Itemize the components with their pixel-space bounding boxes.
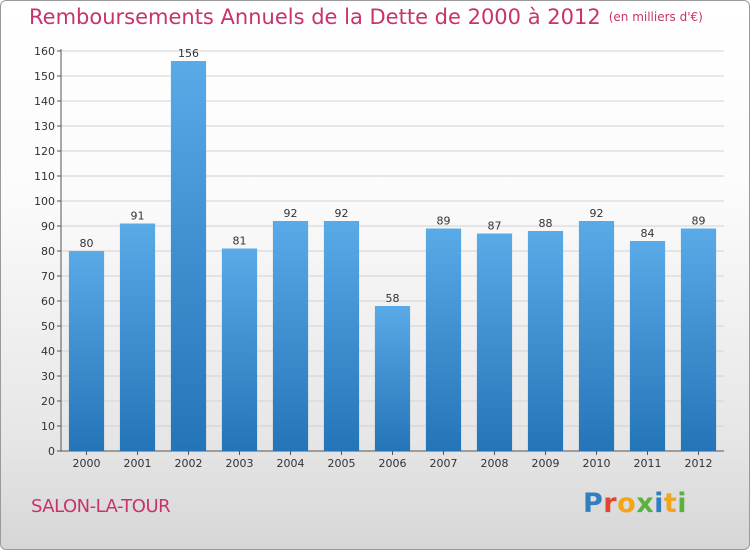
bar bbox=[323, 221, 360, 451]
logo-letter: t bbox=[663, 488, 678, 519]
bar bbox=[578, 221, 615, 451]
y-tick-label: 130 bbox=[34, 120, 55, 133]
bar bbox=[119, 223, 156, 451]
x-tick-label: 2002 bbox=[175, 457, 203, 470]
y-tick-label: 110 bbox=[34, 170, 55, 183]
bar bbox=[476, 233, 513, 451]
data-label: 88 bbox=[539, 217, 553, 230]
data-label: 92 bbox=[284, 207, 298, 220]
data-label: 58 bbox=[386, 292, 400, 305]
data-label: 84 bbox=[641, 227, 655, 240]
logo-letter: i bbox=[654, 488, 664, 519]
data-label: 92 bbox=[590, 207, 604, 220]
x-tick-label: 2003 bbox=[226, 457, 254, 470]
y-tick-label: 90 bbox=[41, 220, 55, 233]
y-tick-label: 120 bbox=[34, 145, 55, 158]
data-label: 80 bbox=[80, 237, 94, 250]
chart-title-text: Remboursements Annuels de la Dette de 20… bbox=[29, 5, 601, 29]
x-tick-label: 2000 bbox=[73, 457, 101, 470]
bar bbox=[272, 221, 309, 451]
y-tick-label: 140 bbox=[34, 95, 55, 108]
x-tick-label: 2004 bbox=[277, 457, 305, 470]
logo-letter: o bbox=[617, 488, 637, 519]
data-label: 87 bbox=[488, 220, 502, 233]
y-tick-label: 80 bbox=[41, 245, 55, 258]
x-tick-label: 2006 bbox=[379, 457, 407, 470]
bar bbox=[170, 61, 207, 451]
proxiti-logo[interactable]: Proxiti bbox=[583, 488, 687, 519]
logo-letter: r bbox=[603, 488, 618, 519]
y-tick-label: 100 bbox=[34, 195, 55, 208]
x-tick-label: 2009 bbox=[532, 457, 560, 470]
bar bbox=[629, 241, 666, 451]
logo-letter: i bbox=[677, 488, 688, 519]
x-tick-label: 2011 bbox=[634, 457, 662, 470]
logo-letter: x bbox=[636, 488, 655, 519]
logo-letter: P bbox=[583, 488, 604, 519]
y-tick-label: 150 bbox=[34, 70, 55, 83]
bar bbox=[68, 251, 105, 451]
y-tick-label: 160 bbox=[34, 45, 55, 58]
y-tick-label: 70 bbox=[41, 270, 55, 283]
x-tick-label: 2005 bbox=[328, 457, 356, 470]
data-label: 81 bbox=[233, 235, 247, 248]
data-label: 89 bbox=[437, 215, 451, 228]
x-tick-label: 2007 bbox=[430, 457, 458, 470]
unit-note: (en milliers d'€) bbox=[608, 10, 703, 24]
y-tick-label: 30 bbox=[41, 370, 55, 383]
x-tick-label: 2008 bbox=[481, 457, 509, 470]
y-tick-label: 0 bbox=[48, 445, 55, 458]
chart-title: Remboursements Annuels de la Dette de 20… bbox=[29, 5, 703, 29]
y-tick-label: 20 bbox=[41, 395, 55, 408]
bar bbox=[527, 231, 564, 451]
labels: 0 10 20 30 40 50 60 70 80 90 100 110 120 130 140 150 160… bbox=[34, 45, 713, 470]
x-tick-label: 2012 bbox=[685, 457, 713, 470]
bar bbox=[374, 306, 411, 451]
x-tick-label: 2001 bbox=[124, 457, 152, 470]
location-name: SALON-LA-TOUR bbox=[31, 496, 171, 517]
data-label: 91 bbox=[131, 210, 145, 223]
bar bbox=[425, 228, 462, 451]
bars bbox=[68, 61, 717, 451]
y-tick-label: 10 bbox=[41, 420, 55, 433]
data-label: 89 bbox=[692, 215, 706, 228]
y-tick-label: 40 bbox=[41, 345, 55, 358]
bar bbox=[221, 248, 258, 451]
data-label: 156 bbox=[178, 47, 199, 60]
y-tick-label: 60 bbox=[41, 295, 55, 308]
x-tick-label: 2010 bbox=[583, 457, 611, 470]
data-label: 92 bbox=[335, 207, 349, 220]
y-tick-label: 50 bbox=[41, 320, 55, 333]
bar bbox=[680, 228, 717, 451]
